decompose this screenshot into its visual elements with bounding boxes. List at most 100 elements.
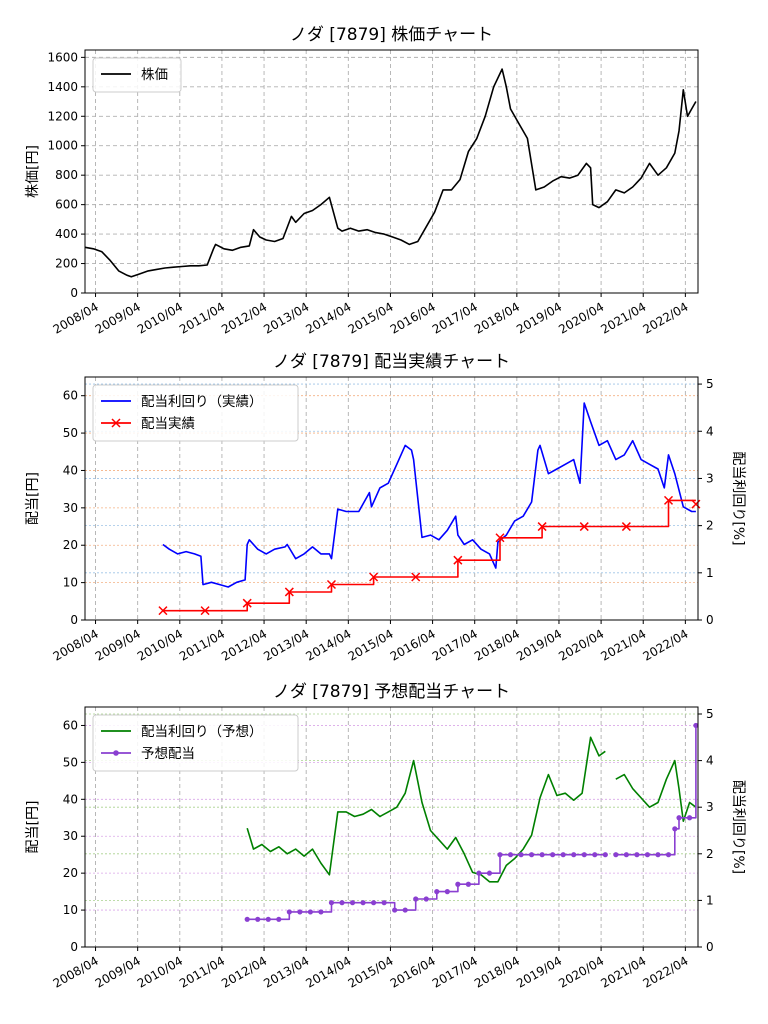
x-tick-label: 2011/04 <box>177 627 227 664</box>
x-tick-label: 2009/04 <box>93 954 143 991</box>
data-point <box>242 598 252 608</box>
y-tick-label: 800 <box>55 168 78 182</box>
y-right-tick-label: 5 <box>706 377 714 391</box>
data-point <box>655 852 661 858</box>
y-tick-label: 1600 <box>47 50 78 64</box>
data-point <box>537 522 547 532</box>
legend-label: 予想配当 <box>141 746 195 762</box>
series-line <box>246 736 606 883</box>
x-tick-label: 2012/04 <box>219 954 269 991</box>
x-tick-label: 2020/04 <box>556 300 606 337</box>
y-tick-label: 400 <box>55 227 78 241</box>
y-tick-label: 600 <box>55 198 78 212</box>
series-line <box>162 402 696 588</box>
data-point <box>318 909 324 915</box>
data-point <box>644 852 651 858</box>
plot-frame <box>84 706 699 948</box>
data-point <box>518 852 524 858</box>
y-tick-label: 50 <box>63 426 78 440</box>
y-axis-label: 株価[円] <box>25 145 41 198</box>
data-point <box>326 579 336 590</box>
data-point <box>550 852 556 858</box>
legend: 配当利回り（実績） 配当実績 <box>92 384 299 442</box>
x-tick-label: 2018/04 <box>472 627 522 664</box>
x-tick-label: 2008/04 <box>51 954 101 991</box>
data-point <box>370 900 377 906</box>
chart-panel-1: ノダ [7879] 株価チャート2008/042009/042010/04201… <box>25 25 699 337</box>
y-right-tick-label: 2 <box>706 519 714 533</box>
x-tick-label: 2014/04 <box>303 627 353 664</box>
x-tick-label: 2012/04 <box>219 300 269 337</box>
y-tick-label: 1400 <box>47 80 78 94</box>
y-right-tick-label: 5 <box>706 707 714 721</box>
data-point <box>691 499 701 509</box>
data-point <box>244 916 250 922</box>
y-right-tick-label: 3 <box>706 471 714 485</box>
data-point <box>495 533 505 543</box>
x-tick-label: 2016/04 <box>388 627 438 664</box>
x-tick-label: 2011/04 <box>177 300 227 337</box>
data-point <box>328 900 335 906</box>
x-tick-label: 2013/04 <box>261 300 311 337</box>
legend: 配当利回り（予想） 予想配当 <box>92 714 299 772</box>
series-line <box>84 68 697 278</box>
data-point <box>592 852 598 858</box>
data-point <box>686 815 693 821</box>
x-tick-label: 2016/04 <box>388 300 438 337</box>
x-tick-label: 2022/04 <box>640 954 690 991</box>
series-line <box>615 725 697 856</box>
data-point <box>621 522 631 532</box>
data-point <box>339 900 345 906</box>
x-tick-label: 2008/04 <box>51 627 101 664</box>
y-tick-label: 0 <box>70 286 78 300</box>
data-point <box>663 495 674 505</box>
data-point <box>284 587 294 597</box>
data-point <box>286 909 292 915</box>
x-tick-label: 2008/04 <box>51 300 101 337</box>
y-tick-label: 1200 <box>47 109 78 123</box>
x-tick-label: 2022/04 <box>640 300 690 337</box>
data-point <box>369 572 379 582</box>
x-tick-label: 2009/04 <box>93 627 143 664</box>
x-tick-label: 2020/04 <box>556 954 606 991</box>
y-tick-label: 60 <box>63 389 78 403</box>
data-point <box>413 896 419 902</box>
legend-marker <box>113 750 119 756</box>
data-point <box>158 606 168 616</box>
x-tick-label: 2017/04 <box>430 300 480 337</box>
plot-frame <box>84 376 699 621</box>
data-point <box>581 852 587 858</box>
x-tick-label: 2017/04 <box>430 627 480 664</box>
data-point <box>676 815 682 821</box>
data-point <box>672 826 678 832</box>
x-tick-label: 2010/04 <box>135 954 185 991</box>
x-tick-label: 2019/04 <box>514 627 564 664</box>
data-point <box>297 909 303 915</box>
y-tick-label: 0 <box>70 940 78 954</box>
data-point <box>392 907 398 913</box>
x-tick-label: 2014/04 <box>303 300 353 337</box>
y-axis-label: 配当[円] <box>25 801 41 854</box>
y-right-tick-label: 3 <box>706 800 714 814</box>
data-point <box>602 852 608 858</box>
y-right-tick-label: 1 <box>706 893 714 907</box>
legend-box <box>92 57 182 93</box>
x-tick-label: 2010/04 <box>135 300 185 337</box>
x-tick-label: 2011/04 <box>177 954 227 991</box>
data-point <box>497 852 503 858</box>
x-tick-label: 2015/04 <box>346 627 396 664</box>
x-tick-label: 2021/04 <box>598 954 648 991</box>
data-point <box>349 900 356 906</box>
data-point <box>360 900 366 906</box>
chart-title: ノダ [7879] 株価チャート <box>290 25 493 45</box>
x-tick-label: 2010/04 <box>135 627 185 664</box>
legend-label: 配当利回り（実績） <box>141 394 263 410</box>
data-point <box>476 870 482 876</box>
data-point <box>411 572 421 582</box>
x-tick-label: 2009/04 <box>93 300 143 337</box>
x-tick-label: 2013/04 <box>261 954 311 991</box>
data-point <box>507 852 514 858</box>
data-point <box>423 896 429 902</box>
data-point <box>444 889 450 895</box>
